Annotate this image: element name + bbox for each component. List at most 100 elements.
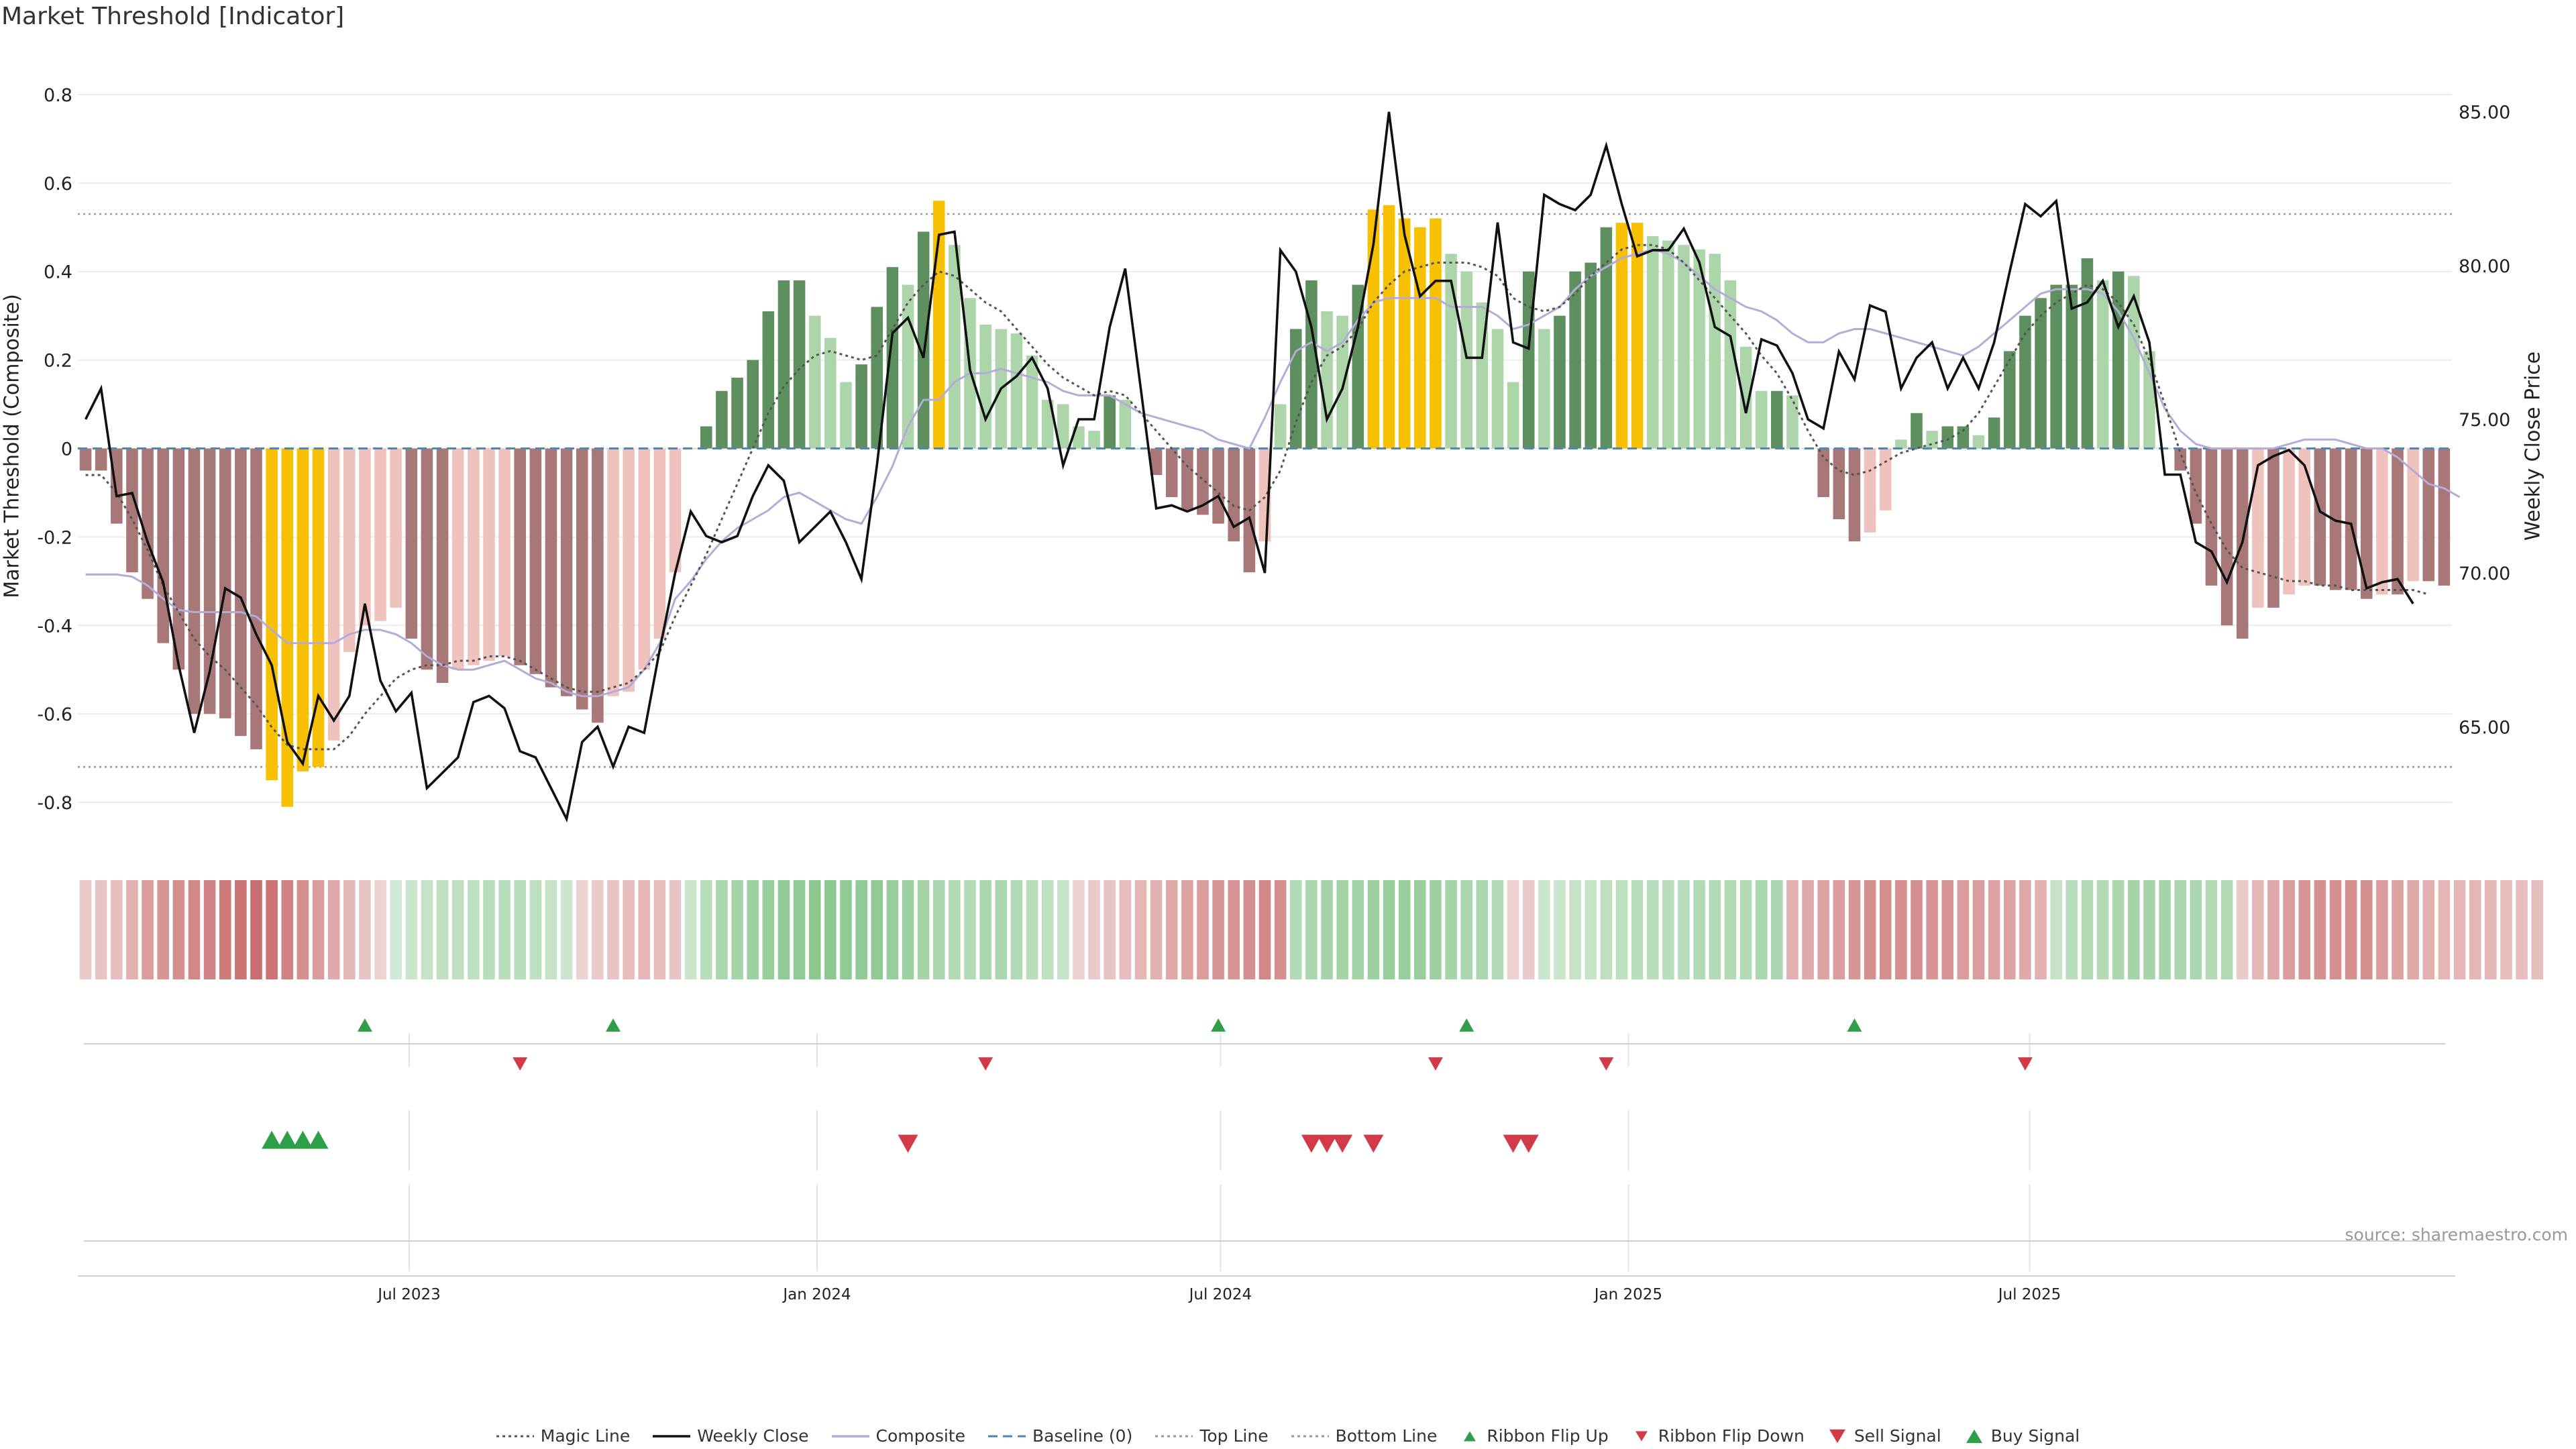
composite-bar [1833, 448, 1845, 520]
composite-bar [2298, 448, 2311, 586]
composite-bar [855, 364, 867, 449]
legend-item: Composite [831, 1426, 965, 1446]
composite-bar [1724, 280, 1737, 449]
composite-bar [2407, 448, 2419, 582]
composite-bar [669, 448, 682, 573]
composite-bar [917, 231, 930, 449]
composite-bar [468, 448, 480, 665]
composite-bar [2283, 448, 2295, 595]
ribbon-cell [1104, 880, 1116, 979]
ribbon-cell [669, 880, 682, 979]
y2-tick-label: 85.00 [2459, 103, 2510, 123]
ribbon-cell [297, 880, 309, 979]
composite-bar [436, 448, 449, 684]
ribbon-cell [2407, 880, 2419, 979]
ribbon-cell [111, 880, 123, 979]
composite-bar [1739, 346, 1752, 449]
composite-bar [1879, 448, 1892, 511]
ribbon-cell [1305, 880, 1318, 979]
composite-bar [979, 324, 991, 449]
composite-bar [824, 337, 837, 449]
composite-bar [1693, 249, 1705, 449]
ribbon-cell [374, 880, 386, 979]
ribbon-cell [684, 880, 697, 979]
ribbon-cell [1585, 880, 1597, 979]
ribbon-cell [1228, 880, 1240, 979]
composite-bar [1957, 426, 1970, 449]
composite-bar [250, 448, 262, 749]
ribbon-cell [2360, 880, 2373, 979]
ribbon-cell [638, 880, 651, 979]
composite-bar [1848, 448, 1861, 541]
ribbon-cell [1274, 880, 1287, 979]
ribbon-cell [2469, 880, 2481, 979]
composite-bar [203, 448, 216, 714]
ribbon-cell [172, 880, 185, 979]
composite-bar [716, 390, 728, 449]
ribbon-cell [2159, 880, 2171, 979]
ribbon-cell [142, 880, 154, 979]
ribbon-cell [188, 880, 201, 979]
composite-bar [1538, 329, 1550, 449]
ribbon-cell [949, 880, 961, 979]
composite-bar [2096, 280, 2109, 449]
ribbon-cell [855, 880, 867, 979]
composite-bar [623, 448, 635, 692]
ribbon-cell [545, 880, 557, 979]
composite-bar [808, 315, 821, 449]
composite-bar [2376, 448, 2388, 595]
ribbon-cell [1445, 880, 1457, 979]
sell-signal-marker [1518, 1134, 1539, 1153]
ribbon-cell [1615, 880, 1628, 979]
composite-bar [2081, 258, 2094, 449]
composite-bar [374, 448, 386, 621]
composite-bar [747, 360, 759, 449]
composite-bar [1554, 315, 1566, 449]
ribbon-cell [700, 880, 712, 979]
legend-swatch [1829, 1429, 1845, 1443]
legend-swatch [1155, 1435, 1193, 1437]
ribbon-cell [2298, 880, 2311, 979]
ribbon-cell [1088, 880, 1100, 979]
ribbon-cell [731, 880, 743, 979]
legend-item: Ribbon Flip Down [1631, 1426, 1805, 1446]
composite-bar [281, 448, 294, 807]
ribbon-cell [235, 880, 247, 979]
ribbon-cell [1367, 880, 1380, 979]
composite-bar [142, 448, 154, 599]
composite-bar [700, 426, 712, 449]
composite-bar [1057, 404, 1069, 449]
ribbon-cell [932, 880, 945, 979]
composite-bar [95, 448, 107, 471]
composite-bar [1941, 426, 1954, 449]
ribbon-cell [1383, 880, 1395, 979]
ribbon-cell [824, 880, 837, 979]
y-tick-label: 0.2 [44, 351, 72, 372]
ribbon-cell [451, 880, 464, 979]
composite-bar [1165, 448, 1178, 498]
chart-title: Market Threshold [Indicator] [1, 3, 345, 30]
composite-bar [1289, 329, 1302, 449]
y2-tick-label: 65.00 [2459, 717, 2510, 738]
composite-bar [1430, 218, 1442, 449]
ribbon-cell [886, 880, 899, 979]
legend-item: Weekly Close [653, 1426, 809, 1446]
legend-swatch [1966, 1429, 1982, 1443]
composite-bar [2314, 448, 2326, 586]
composite-bar [1864, 448, 1876, 533]
composite-bar [1150, 448, 1163, 476]
legend: Magic Line Weekly Close Composite Baseline … [0, 1426, 2576, 1446]
legend-swatch [1635, 1430, 1648, 1442]
ribbon-cell [79, 880, 92, 979]
composite-bar [1197, 448, 1209, 515]
ribbon-cell [1631, 880, 1644, 979]
ribbon-cell [1026, 880, 1038, 979]
composite-bar [1336, 315, 1348, 449]
legend-swatch [1291, 1435, 1329, 1437]
ribbon-cell [2190, 880, 2202, 979]
composite-bar [1305, 280, 1318, 449]
ribbon-cell [1709, 880, 1721, 979]
composite-bar [2422, 448, 2435, 582]
ribbon-cell [560, 880, 573, 979]
composite-bar [2174, 448, 2187, 471]
